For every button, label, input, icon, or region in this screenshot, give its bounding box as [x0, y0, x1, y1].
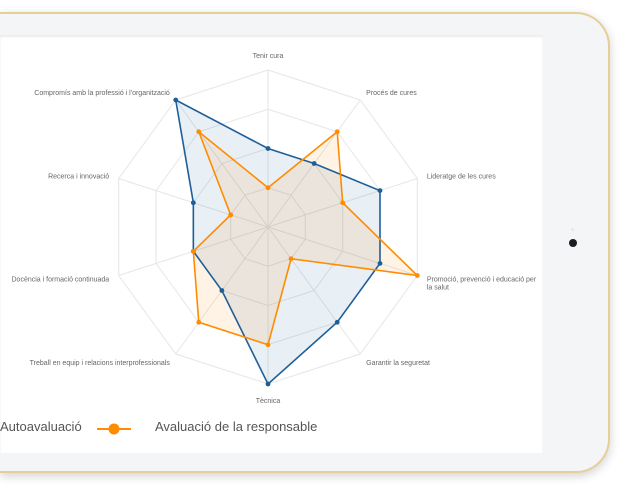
axis-label-line: Recerca i innovació [48, 173, 109, 180]
data-point [334, 319, 340, 325]
data-point [265, 146, 271, 151]
axis-label: Promoció, prevenció i educació per la sal… [427, 277, 537, 292]
legend-label: Autoavaluació [0, 419, 82, 434]
legend-marker-orange [97, 423, 131, 435]
axis-label: Procés de cures [366, 90, 417, 97]
grid-spoke [267, 226, 361, 355]
axis-label: Compromís amb la professió i l'organitza… [34, 90, 170, 97]
axis-label-line: Compromís amb la professió i l'organitza… [34, 90, 170, 97]
axis-label-line: Tècnica [256, 398, 281, 405]
data-point [414, 273, 420, 278]
axis-label: Tècnica [256, 398, 281, 405]
axis-label: Treball en equip i relacions interprofes… [30, 360, 171, 367]
data-point [265, 342, 271, 348]
data-point [265, 381, 271, 387]
series-area [175, 99, 380, 385]
data-point [219, 288, 225, 293]
legend-item-autoavaluacio[interactable]: Autoavaluació [0, 419, 82, 434]
data-point [288, 256, 294, 262]
data-point [377, 260, 383, 266]
axis-label-line: Tenir cura [253, 53, 284, 60]
axis-label-line: Procés de cures [366, 90, 417, 97]
tablet-screen: Tenir cura Procés de cures Lideratge de le… [0, 35, 543, 453]
axis-label: Lideratge de les cures [427, 173, 496, 180]
data-point [340, 200, 346, 206]
data-point [190, 248, 196, 254]
axis-label: Garantir la seguretat [366, 360, 430, 367]
axis-label-line: Docència i formació continuada [12, 277, 110, 284]
data-point [196, 319, 202, 325]
axis-label-line: Garantir la seguretat [366, 360, 430, 367]
axis-label-line: la salut [427, 285, 449, 292]
legend-item-responsable[interactable]: Avaluació de la responsable [155, 419, 317, 434]
data-point [334, 129, 340, 135]
axis-label-line: Lideratge de les cures [427, 173, 496, 180]
axis-label: Tenir cura [253, 53, 284, 60]
data-point [377, 188, 383, 194]
axis-label: Recerca i innovació [48, 173, 109, 180]
tablet-sensor [571, 228, 574, 231]
grid-spoke [267, 226, 418, 276]
tablet-camera [569, 239, 577, 247]
data-point [265, 185, 271, 191]
series-area [193, 131, 418, 345]
data-point [228, 212, 234, 218]
axis-label-line: Treball en equip i relacions interprofes… [30, 360, 171, 367]
legend-label: Avaluació de la responsable [155, 419, 318, 434]
axis-label-line: Promoció, prevenció i educació per [427, 277, 537, 284]
data-point [311, 161, 317, 166]
radar-chart: Tenir cura Procés de cures Lideratge de le… [12, 53, 537, 405]
legend: Autoavaluació Avaluació de la responsabl… [0, 419, 543, 439]
axis-label: Docència i formació continuada [12, 277, 110, 284]
data-point [173, 97, 179, 103]
data-point [196, 129, 202, 135]
grid-spoke [175, 99, 269, 228]
data-point [190, 200, 196, 206]
